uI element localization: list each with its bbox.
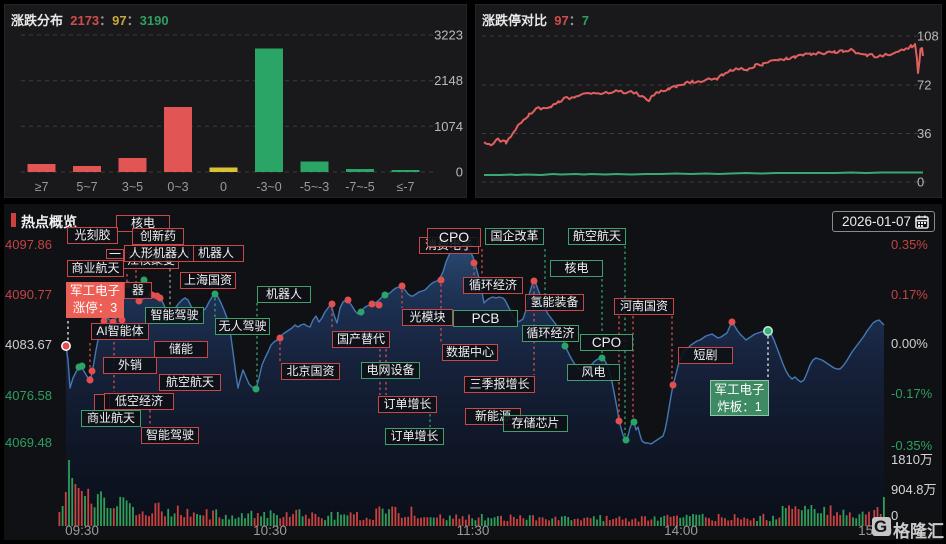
svg-text:≥7: ≥7 <box>35 180 49 194</box>
svg-text:36: 36 <box>917 126 931 141</box>
svg-text:72: 72 <box>917 78 931 93</box>
svg-text:-3~0: -3~0 <box>256 180 281 194</box>
svg-text:3~5: 3~5 <box>122 180 143 194</box>
svg-text:5~7: 5~7 <box>76 180 97 194</box>
svg-text:108: 108 <box>917 29 939 44</box>
svg-text:1074: 1074 <box>434 119 463 134</box>
svg-text:-5~-3: -5~-3 <box>300 180 330 194</box>
svg-text:-7~-5: -7~-5 <box>345 180 375 194</box>
svg-text:0: 0 <box>220 180 227 194</box>
svg-text:3223: 3223 <box>434 28 463 43</box>
svg-text:≤-7: ≤-7 <box>397 180 415 194</box>
svg-text:0: 0 <box>917 175 924 190</box>
svg-text:2148: 2148 <box>434 73 463 88</box>
svg-text:0: 0 <box>456 165 463 180</box>
svg-text:0~3: 0~3 <box>167 180 188 194</box>
